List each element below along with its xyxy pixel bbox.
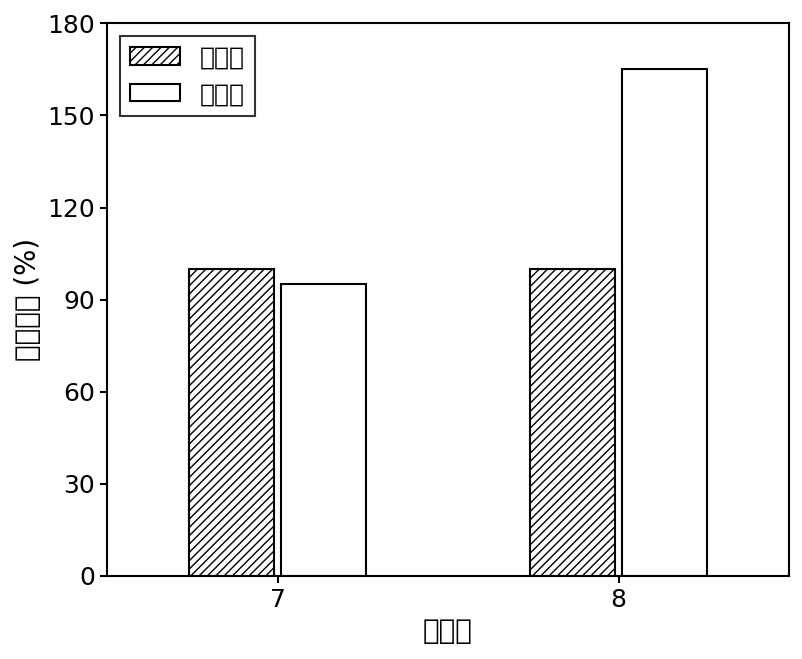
Bar <box>281 284 366 576</box>
Legend: 对照组, 实验组: 对照组, 实验组 <box>119 36 254 117</box>
X-axis label: 酸碱度: 酸碱度 <box>423 617 472 645</box>
Y-axis label: 细胞活性 (%): 细胞活性 (%) <box>14 238 42 361</box>
Bar <box>188 269 273 576</box>
Bar <box>622 69 707 576</box>
Bar <box>529 269 614 576</box>
